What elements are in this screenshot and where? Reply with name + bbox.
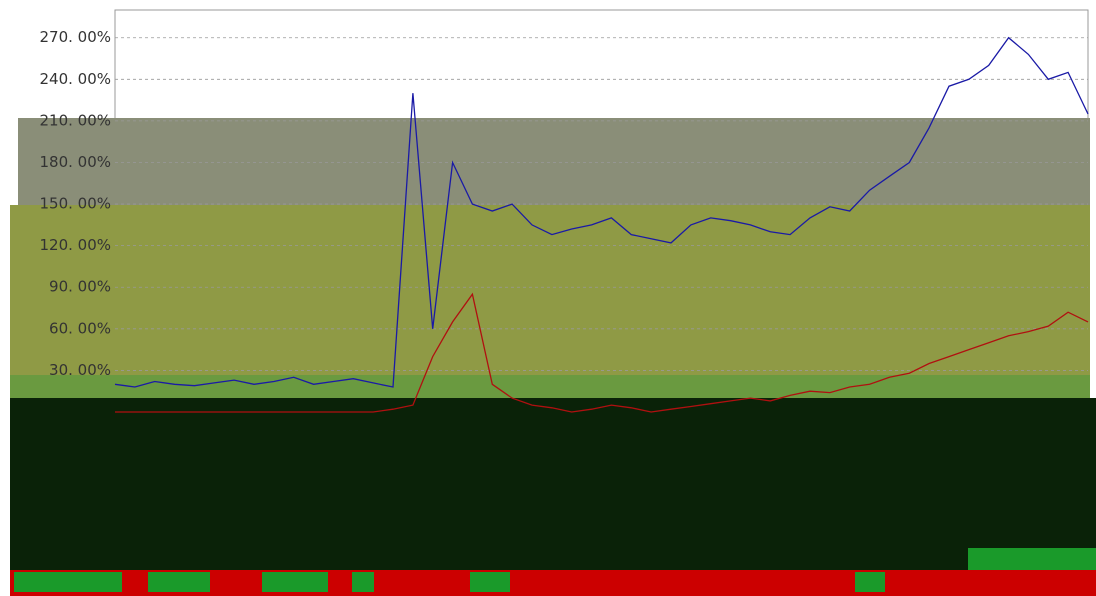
chart: 30. 00% 60. 00% 90. 00% 120. 00% 150. 00% 180…: [0, 0, 1096, 596]
y-tick-label: 90. 00%: [49, 278, 111, 296]
y-tick-label: 30. 00%: [49, 361, 111, 379]
y-tick-label: 60. 00%: [49, 319, 111, 337]
glitch-overlay: [10, 118, 1096, 596]
y-tick-label: 240. 00%: [39, 70, 111, 88]
y-tick-label: 150. 00%: [39, 195, 111, 213]
y-tick-label: 180. 00%: [39, 153, 111, 171]
y-tick-label: 270. 00%: [39, 28, 111, 46]
y-tick-label: 120. 00%: [39, 236, 111, 254]
y-tick-label: 210. 00%: [39, 111, 111, 129]
